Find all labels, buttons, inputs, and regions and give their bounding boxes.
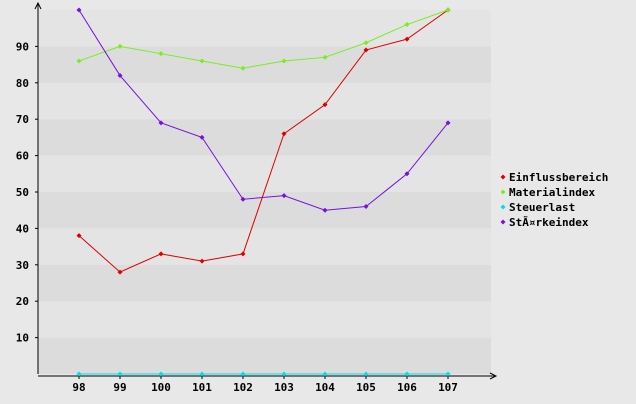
data-point	[281, 193, 287, 199]
data-point	[445, 120, 451, 126]
x-tick-label: 107	[438, 381, 458, 394]
y-axis-arrow	[34, 1, 42, 10]
legend-item: StÃ¤rkeindex	[500, 216, 589, 229]
legend: Einflussbereich Materialindex Steuerlast St…	[500, 171, 608, 229]
grid-band	[38, 228, 491, 265]
data-point	[117, 269, 123, 275]
series-line	[78, 9, 449, 211]
grid-band	[38, 10, 491, 47]
data-point	[158, 51, 164, 57]
data-point	[322, 54, 328, 60]
data-point	[445, 371, 451, 377]
x-tick-label: 106	[397, 381, 417, 394]
x-tick-label: 101	[192, 381, 212, 394]
grid-band	[38, 264, 491, 302]
grid-band	[38, 119, 491, 156]
data-point	[199, 134, 205, 140]
y-tick-label: 70	[16, 113, 29, 126]
series-1	[76, 7, 451, 71]
data-point	[363, 40, 369, 46]
data-point	[117, 73, 123, 79]
legend-marker	[500, 189, 506, 195]
data-point	[158, 251, 164, 257]
legend-label: Steuerlast	[509, 201, 575, 214]
y-tick-label: 60	[16, 150, 29, 163]
grid-band	[38, 82, 491, 120]
x-tick-label: 98	[72, 381, 85, 394]
data-point	[240, 196, 246, 202]
data-point	[240, 251, 246, 257]
data-point	[240, 65, 246, 71]
legend-label: StÃ¤rkeindex	[509, 216, 589, 229]
legend-item: Steuerlast	[500, 201, 575, 214]
series-2	[76, 371, 451, 377]
legend-item: Materialindex	[500, 186, 595, 199]
data-point	[158, 371, 164, 377]
data-point	[281, 58, 287, 64]
data-point	[445, 7, 451, 13]
series-3	[76, 7, 451, 213]
legend-label: Einflussbereich	[509, 171, 608, 184]
data-point	[322, 207, 328, 213]
data-point	[363, 371, 369, 377]
data-point	[76, 371, 82, 377]
grid-band	[38, 337, 491, 374]
x-tick-label: 105	[356, 381, 376, 394]
x-tick-label: 104	[315, 381, 335, 394]
x-tick-label: 102	[233, 381, 253, 394]
data-point	[240, 371, 246, 377]
data-point	[76, 7, 82, 13]
legend-marker	[500, 174, 506, 180]
series-lines	[76, 7, 451, 377]
x-axis-arrow	[489, 372, 498, 380]
data-point	[363, 204, 369, 210]
data-point	[363, 47, 369, 53]
data-point	[404, 371, 410, 377]
data-point	[281, 131, 287, 137]
data-point	[281, 371, 287, 377]
data-point	[117, 43, 123, 49]
y-tick-label: 40	[16, 222, 29, 235]
data-point	[199, 371, 205, 377]
series-line	[78, 9, 449, 273]
y-tick-label: 30	[16, 259, 29, 272]
tick-labels: 10 20 30 40 50 60 70 80 90 98 99 100 101 102 103 104 105…	[16, 40, 458, 394]
y-tick-label: 80	[16, 77, 29, 90]
data-point	[404, 22, 410, 28]
legend-label: Materialindex	[509, 186, 595, 199]
legend-item: Einflussbereich	[500, 171, 608, 184]
data-point	[76, 58, 82, 64]
grid-band	[38, 192, 491, 229]
data-point	[404, 36, 410, 42]
legend-marker	[500, 204, 506, 210]
legend-marker	[500, 219, 506, 225]
y-tick-label: 50	[16, 186, 29, 199]
data-point	[199, 58, 205, 64]
data-point	[322, 102, 328, 108]
x-tick-label: 103	[274, 381, 294, 394]
data-point	[199, 258, 205, 264]
x-tick-label: 100	[151, 381, 171, 394]
data-point	[322, 371, 328, 377]
y-tick-label: 10	[16, 332, 29, 345]
grid-band	[38, 301, 491, 338]
axes	[34, 1, 498, 380]
grid-band	[38, 155, 491, 192]
data-point	[158, 120, 164, 126]
y-tick-label: 20	[16, 295, 29, 308]
x-tick-label: 99	[113, 381, 126, 394]
data-point	[76, 233, 82, 239]
series-0	[76, 7, 451, 275]
series-line	[78, 9, 449, 69]
y-tick-label: 90	[16, 40, 29, 53]
data-point	[404, 171, 410, 177]
data-point	[117, 371, 123, 377]
